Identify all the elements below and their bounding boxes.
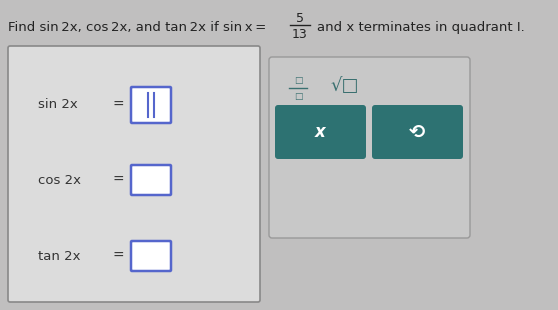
Text: □: □ — [294, 92, 302, 101]
Text: ⟲: ⟲ — [409, 122, 425, 141]
FancyBboxPatch shape — [275, 105, 366, 159]
FancyBboxPatch shape — [131, 87, 171, 123]
Text: =: = — [112, 249, 124, 263]
FancyBboxPatch shape — [269, 57, 470, 238]
Text: tan 2x: tan 2x — [38, 250, 80, 263]
Text: =: = — [112, 173, 124, 187]
Text: x: x — [315, 123, 325, 141]
FancyBboxPatch shape — [8, 46, 260, 302]
FancyBboxPatch shape — [131, 241, 171, 271]
Text: cos 2x: cos 2x — [38, 174, 81, 187]
Text: and x terminates in quadrant I.: and x terminates in quadrant I. — [317, 21, 525, 34]
Text: Find sin 2x, cos 2x, and tan 2x if sin x =: Find sin 2x, cos 2x, and tan 2x if sin x… — [8, 21, 266, 34]
Text: sin 2x: sin 2x — [38, 99, 78, 112]
Text: √□: √□ — [331, 77, 359, 95]
Text: =: = — [112, 98, 124, 112]
Text: □: □ — [294, 77, 302, 86]
FancyBboxPatch shape — [131, 165, 171, 195]
Text: 5: 5 — [296, 11, 304, 24]
Text: 13: 13 — [292, 28, 308, 41]
FancyBboxPatch shape — [372, 105, 463, 159]
